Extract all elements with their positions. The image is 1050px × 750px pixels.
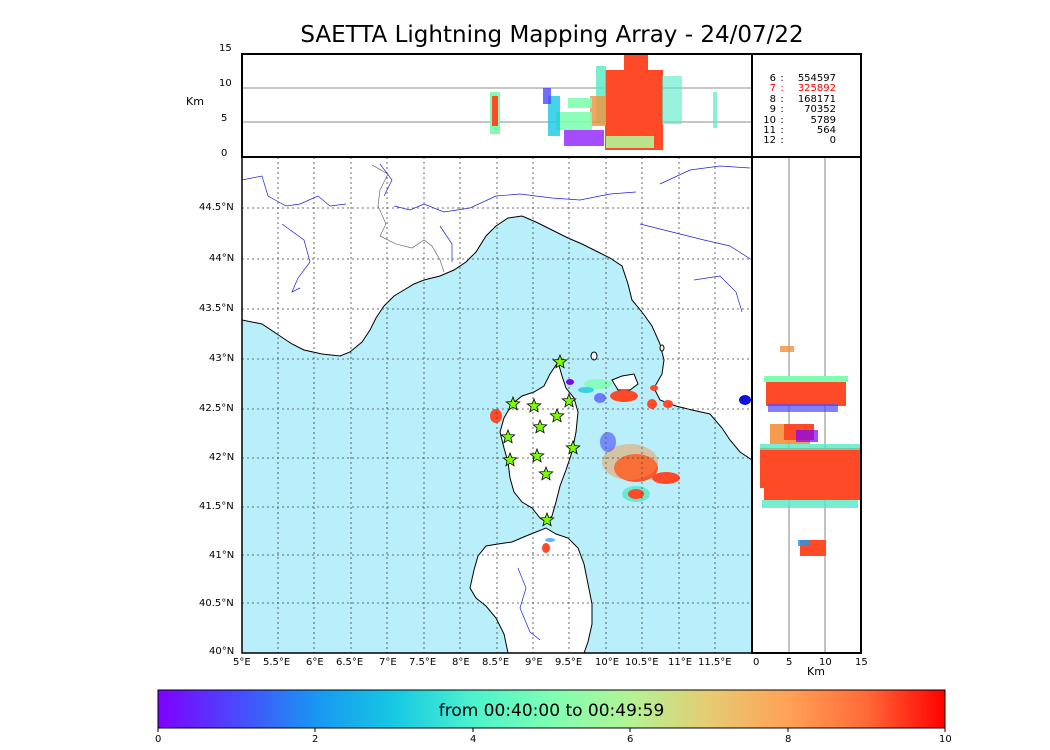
count-row: 7:325892 xyxy=(762,83,842,95)
count-value: 168171 xyxy=(797,93,836,105)
count-value: 554597 xyxy=(797,73,836,84)
lon-label: 5°E xyxy=(233,657,251,668)
lon-label: 9.5°E xyxy=(555,657,583,668)
count-level: 6 xyxy=(769,73,776,84)
lon-label: 10.5°E xyxy=(625,657,659,668)
lake-marker xyxy=(739,395,751,405)
lon-label: 7.5°E xyxy=(409,657,437,668)
colorbar-ticks xyxy=(157,728,946,732)
lon-label: 8°E xyxy=(452,657,470,668)
rivers xyxy=(242,163,752,641)
lon-label: 11.5°E xyxy=(698,657,732,668)
counts-box xyxy=(751,53,862,158)
side-tick: 10 xyxy=(819,657,832,668)
lon-label: 8.5°E xyxy=(482,657,510,668)
count-value: 325892 xyxy=(797,83,836,95)
count-row: 6:554597 xyxy=(762,73,842,84)
lat-label: 42.5°N xyxy=(199,403,234,414)
map-gridlines xyxy=(242,157,752,653)
side-tick: 0 xyxy=(753,657,760,668)
altitude-tick: 15 xyxy=(219,43,232,54)
star-icon xyxy=(526,397,542,413)
lon-label: 7°E xyxy=(379,657,397,668)
count-value: 5789 xyxy=(810,114,836,126)
count-level: 10 xyxy=(763,114,776,126)
altitude-panel xyxy=(242,54,752,157)
lat-label: 41°N xyxy=(209,550,235,561)
side-panel xyxy=(753,157,861,653)
figure-title: SAETTA Lightning Mapping Array - 24/07/2… xyxy=(300,22,804,48)
colorbar-tick: 8 xyxy=(785,734,792,745)
lon-label: 6.5°E xyxy=(336,657,364,668)
map-panel xyxy=(242,157,752,653)
lon-label: 5.5°E xyxy=(263,657,291,668)
side-sources xyxy=(760,346,861,556)
altitude-tick: 5 xyxy=(221,113,228,124)
lightning-sources xyxy=(490,379,680,553)
star-icon xyxy=(565,439,581,455)
lon-label: 11°E xyxy=(668,657,693,668)
altitude-sources xyxy=(490,54,717,150)
borders xyxy=(371,164,445,273)
count-level: 7 xyxy=(769,83,776,95)
count-level: 8 xyxy=(769,93,776,105)
count-level: 11 xyxy=(763,125,776,137)
count-value: 564 xyxy=(816,125,836,137)
lat-label: 44.5°N xyxy=(199,202,234,213)
count-row: 11:564 xyxy=(763,125,836,137)
count-row: 8:168171 xyxy=(762,93,842,105)
colorbar-label: from 00:40:00 to 00:49:59 xyxy=(438,701,665,721)
count-level: 12 xyxy=(763,135,776,147)
star-icon xyxy=(505,395,521,411)
lat-label: 40°N xyxy=(209,646,235,657)
colorbar-tick: 2 xyxy=(312,734,319,745)
star-icon xyxy=(502,451,518,467)
star-icon xyxy=(549,407,565,423)
lat-label: 42°N xyxy=(209,452,235,463)
lon-label: 6°E xyxy=(306,657,324,668)
side-frame xyxy=(751,156,862,654)
colorbar-tick: 10 xyxy=(939,734,952,745)
star-icon xyxy=(561,392,577,408)
altitude-tick: 0 xyxy=(221,148,228,159)
lat-label: 43°N xyxy=(209,353,235,364)
star-icon xyxy=(538,465,554,481)
lat-label: 44°N xyxy=(209,253,235,264)
altitude-unit-label: Km xyxy=(186,95,204,108)
star-icon xyxy=(532,418,548,434)
lat-label: 43.5°N xyxy=(199,303,234,314)
side-tick: 15 xyxy=(855,657,868,668)
colorbar-tick: 6 xyxy=(627,734,634,745)
colorbar-tick: 4 xyxy=(470,734,477,745)
count-row: 10:5789 xyxy=(763,114,836,126)
colorbar-tick: 0 xyxy=(155,734,162,745)
count-value: 0 xyxy=(829,135,836,147)
side-unit-label: Km xyxy=(807,665,825,678)
lon-label: 9°E xyxy=(525,657,543,668)
lat-label: 40.5°N xyxy=(199,598,234,609)
count-value: 70352 xyxy=(804,104,836,116)
sea-area xyxy=(242,215,752,653)
lon-label: 10°E xyxy=(595,657,620,668)
count-row: 9:70352 xyxy=(762,104,842,116)
star-icon xyxy=(529,447,545,463)
count-row: 12:0 xyxy=(763,135,836,147)
star-icon xyxy=(500,428,516,444)
station-markers xyxy=(500,353,581,527)
lat-label: 41.5°N xyxy=(199,501,234,512)
count-level: 9 xyxy=(769,104,776,116)
sardinia-island xyxy=(469,527,593,653)
counts-list: 6:554597 7:325892 8:168171 9:70352 10:57… xyxy=(762,73,842,147)
side-tick: 5 xyxy=(786,657,793,668)
elba-island xyxy=(611,373,639,391)
star-icon xyxy=(552,353,568,369)
altitude-tick: 10 xyxy=(219,78,232,89)
star-icon xyxy=(539,511,555,527)
colorbar xyxy=(157,689,946,729)
